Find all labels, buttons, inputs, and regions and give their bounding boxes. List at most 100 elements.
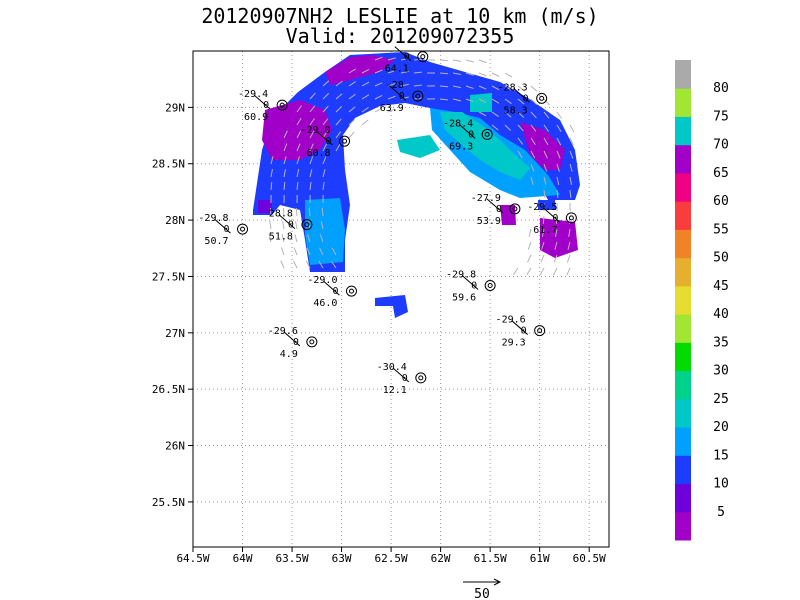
wind-vector [335, 106, 343, 113]
wind-vector [387, 82, 396, 87]
station-value: 59.6 [452, 292, 476, 303]
wind-vector [543, 176, 547, 185]
plot-area: -29.8050.728.8051.8-29.4060.9-29.0060.8-… [152, 46, 610, 565]
y-tick-label: 27N [165, 327, 185, 340]
wind-vector [513, 267, 519, 275]
wind-vector [309, 105, 316, 113]
station-zero: 0 [404, 52, 410, 63]
chart-title: 20120907NH2 LESLIE at 10 km (m/s) [201, 4, 598, 28]
station-zero: 0 [326, 136, 332, 147]
wind-vector [478, 98, 487, 103]
station-value: 12.1 [383, 385, 407, 396]
wind-vector [296, 117, 302, 126]
wind-vector [517, 124, 524, 132]
station-zero: 0 [496, 204, 502, 215]
station-marker [417, 51, 429, 63]
wind-vector [400, 70, 409, 74]
wind-vector [335, 131, 342, 139]
wind-vector [543, 111, 550, 119]
wind-vector [439, 98, 449, 101]
wind-vector [309, 118, 315, 126]
wind-vector [465, 98, 474, 103]
colorbar-swatch [675, 116, 691, 146]
x-tick-label: 64W [233, 552, 253, 565]
wind-barb [394, 46, 412, 62]
station-value: 46.0 [313, 298, 337, 309]
station-value: 51.8 [269, 232, 293, 243]
wind-vector [517, 111, 525, 118]
wind-vector [361, 119, 369, 126]
y-tick-label: 26.5N [152, 383, 185, 396]
wind-vector [348, 68, 357, 74]
wind-vector [556, 111, 563, 119]
wind-vector [296, 156, 300, 165]
station-marker-inner [539, 95, 545, 101]
wind-vector [322, 143, 328, 152]
wind-vector [296, 181, 299, 191]
station-zero: 0 [468, 129, 474, 140]
wind-barb [214, 218, 231, 234]
station-marker [534, 325, 546, 337]
station-marker [509, 203, 521, 215]
colorbar-swatch [675, 455, 691, 485]
wind-vector [374, 94, 383, 100]
station-temperature: -29.8 [446, 269, 476, 280]
reference-vector: 50 [463, 578, 502, 600]
wind-barb [253, 94, 271, 110]
colorbar-swatch [675, 314, 691, 343]
colorbar-label: 20 [713, 420, 729, 435]
y-axis: 25.5N 26N 26.5N 27N 27.5N 28N 28.5N 29N [152, 101, 193, 509]
colorbar-label: 5 [717, 505, 725, 520]
wind-vector [282, 207, 285, 217]
wind-barb [458, 124, 476, 139]
station-temperature: -29.0 [300, 125, 330, 136]
wind-vector [527, 241, 532, 250]
wind-vector [400, 96, 409, 100]
colorbar-label: 60 [713, 194, 729, 209]
wind-vector [319, 234, 324, 243]
station-zero: 0 [263, 100, 269, 111]
wind-vector [322, 105, 329, 113]
y-tick-label: 25.5N [152, 496, 185, 509]
wind-vector [554, 241, 558, 250]
wind-vector [335, 143, 341, 152]
wind-vector [309, 130, 315, 139]
stations: -29.8050.728.8051.8-29.4060.9-29.0060.8-… [198, 46, 577, 396]
station-zero: 0 [471, 280, 477, 291]
wind-vector [527, 254, 532, 263]
wind-vector [309, 156, 314, 165]
wind-barb [461, 275, 479, 290]
wind-vector [465, 59, 474, 63]
wind-vector [517, 137, 524, 145]
station-value: 63.9 [380, 103, 404, 114]
wind-vector [295, 221, 298, 230]
colorbar-swatch [675, 172, 691, 202]
wind-field-region [500, 205, 516, 225]
wind-vector [322, 80, 330, 87]
station: 064.1 [385, 46, 429, 75]
y-tick-label: 28N [165, 214, 185, 227]
wind-vector [374, 69, 383, 74]
station-temperature: -29.6 [496, 315, 526, 326]
wind-vector [556, 137, 562, 146]
wind-vector [296, 105, 303, 113]
wind-vector [543, 189, 546, 198]
station-value: 60.8 [306, 148, 330, 159]
wind-vector [543, 163, 548, 172]
wind-vector [553, 267, 558, 276]
wind-vector [308, 207, 311, 217]
station-zero: 0 [552, 213, 558, 224]
wind-vector [413, 71, 423, 74]
station-zero: 0 [521, 326, 527, 337]
colorbar-swatch [675, 398, 691, 428]
wind-vector [530, 137, 536, 145]
wind-vector [374, 107, 383, 113]
wind-vector [387, 57, 396, 61]
